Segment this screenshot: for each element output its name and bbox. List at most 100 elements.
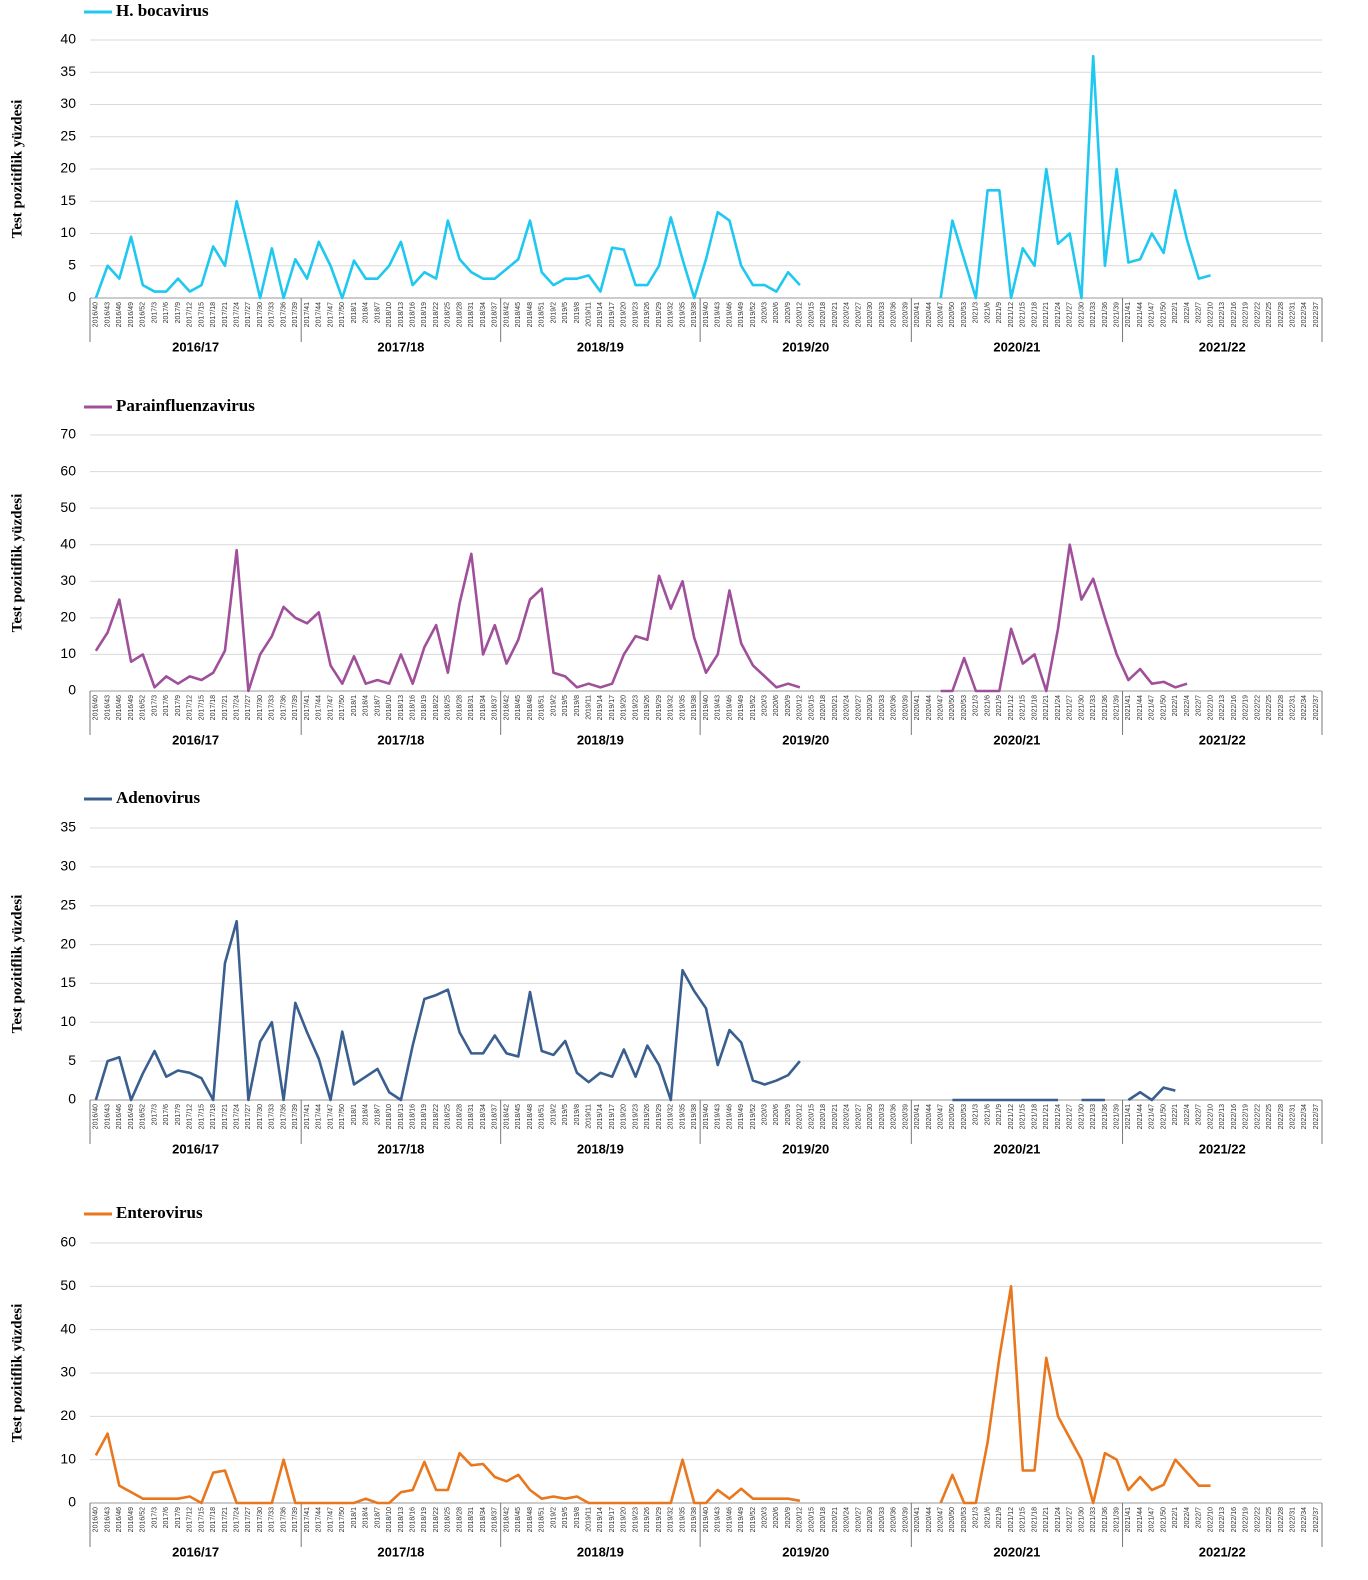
x-tick-label: 2020/18	[820, 695, 827, 720]
legend-label: Enterovirus	[116, 1203, 203, 1222]
y-tick-label: 5	[68, 1052, 76, 1068]
x-tick-label: 2018/1	[351, 1507, 358, 1529]
x-tick-label: 2019/43	[715, 302, 722, 327]
x-tick-label: 2018/10	[386, 1507, 393, 1532]
x-tick-label: 2016/52	[140, 1507, 147, 1532]
x-tick-label: 2017/41	[304, 302, 311, 327]
x-tick-label: 2019/11	[586, 695, 593, 720]
x-tick-label: 2017/50	[339, 695, 346, 720]
x-tick-label: 2022/25	[1266, 695, 1273, 720]
x-tick-label: 2017/27	[245, 695, 252, 720]
x-tick-label: 2018/34	[480, 695, 487, 720]
x-tick-label: 2021/44	[1137, 1507, 1144, 1532]
x-tick-label: 2022/4	[1184, 1104, 1191, 1126]
x-tick-label: 2019/23	[632, 302, 639, 327]
x-tick-label: 2019/14	[597, 1104, 604, 1129]
x-tick-label: 2017/44	[316, 695, 323, 720]
x-tick-label: 2020/39	[902, 1507, 909, 1532]
x-tick-label: 2017/21	[222, 302, 229, 327]
season-label: 2018/19	[577, 1544, 624, 1559]
x-tick-label: 2022/16	[1231, 1507, 1238, 1532]
x-tick-label: 2018/19	[421, 1104, 428, 1129]
x-tick-label: 2018/48	[527, 695, 534, 720]
x-tick-label: 2022/1	[1172, 695, 1179, 717]
x-tick-label: 2018/45	[515, 695, 522, 720]
y-tick-label: 20	[60, 1407, 76, 1423]
x-tick-label: 2018/13	[398, 1507, 405, 1532]
x-tick-label: 2022/1	[1172, 1507, 1179, 1529]
x-tick-label: 2021/21	[1043, 302, 1050, 327]
x-tick-label: 2019/8	[574, 1104, 581, 1126]
x-tick-label: 2020/53	[961, 302, 968, 327]
x-tick-label: 2020/18	[820, 302, 827, 327]
x-tick-label: 2019/2	[550, 1507, 557, 1529]
x-tick-label: 2018/4	[363, 1104, 370, 1126]
x-tick-label: 2019/17	[609, 1507, 616, 1532]
x-tick-label: 2017/30	[257, 1104, 264, 1129]
x-tick-label: 2019/26	[644, 695, 651, 720]
x-tick-label: 2021/44	[1137, 302, 1144, 327]
x-tick-label: 2016/43	[104, 302, 111, 327]
x-tick-label: 2017/12	[187, 1104, 194, 1129]
x-tick-label: 2017/36	[280, 1104, 287, 1129]
x-tick-label: 2022/34	[1301, 695, 1308, 720]
data-line	[94, 543, 1188, 693]
legend-label: H. bocavirus	[116, 1, 209, 20]
x-tick-label: 2018/7	[374, 1104, 381, 1126]
x-tick-label: 2021/9	[996, 302, 1003, 324]
x-tick-label: 2020/50	[949, 302, 956, 327]
y-tick-label: 25	[60, 127, 76, 143]
data-line	[94, 54, 1211, 300]
x-tick-label: 2020/30	[867, 695, 874, 720]
x-tick-label: 2022/4	[1184, 302, 1191, 324]
x-tick-label: 2019/20	[621, 695, 628, 720]
x-tick-label: 2021/41	[1125, 302, 1132, 327]
x-tick-label: 2016/43	[104, 1104, 111, 1129]
x-tick-label: 2017/6	[163, 695, 170, 717]
x-tick-label: 2020/6	[773, 695, 780, 717]
x-tick-label: 2022/37	[1313, 695, 1320, 720]
y-tick-label: 40	[60, 31, 76, 47]
x-tick-label: 2016/52	[140, 695, 147, 720]
x-tick-label: 2019/49	[738, 302, 745, 327]
x-tick-label: 2016/49	[128, 695, 135, 720]
x-tick-label: 2017/41	[304, 1507, 311, 1532]
x-tick-label: 2019/20	[621, 302, 628, 327]
x-tick-label: 2018/37	[492, 1507, 499, 1532]
x-tick-label: 2021/41	[1125, 695, 1132, 720]
x-tick-label: 2017/6	[163, 1104, 170, 1126]
x-tick-label: 2019/52	[750, 302, 757, 327]
y-tick-label: 40	[60, 1320, 76, 1336]
x-tick-label: 2020/44	[926, 1507, 933, 1532]
x-tick-label: 2022/19	[1243, 1104, 1250, 1129]
x-tick-label: 2019/8	[574, 302, 581, 324]
x-tick-label: 2018/22	[433, 695, 440, 720]
season-label: 2019/20	[782, 1141, 829, 1156]
x-tick-label: 2021/30	[1078, 695, 1085, 720]
y-tick-label: 0	[68, 289, 76, 305]
x-tick-label: 2020/27	[855, 302, 862, 327]
x-tick-label: 2019/26	[644, 1507, 651, 1532]
x-tick-label: 2021/6	[984, 1104, 991, 1126]
x-tick-label: 2020/47	[938, 695, 945, 720]
x-tick-label: 2017/24	[234, 1104, 241, 1129]
x-tick-label: 2019/49	[738, 1104, 745, 1129]
x-tick-label: 2020/18	[820, 1507, 827, 1532]
x-tick-label: 2019/43	[715, 695, 722, 720]
x-tick-label: 2017/27	[245, 302, 252, 327]
x-tick-label: 2019/52	[750, 1104, 757, 1129]
x-tick-label: 2019/40	[703, 1507, 710, 1532]
x-tick-label: 2021/21	[1043, 695, 1050, 720]
x-tick-label: 2019/32	[668, 695, 675, 720]
x-tick-label: 2018/31	[468, 302, 475, 327]
x-tick-label: 2021/12	[1008, 1104, 1015, 1129]
x-tick-label: 2017/18	[210, 1104, 217, 1129]
x-tick-label: 2021/47	[1149, 302, 1156, 327]
x-tick-label: 2019/14	[597, 302, 604, 327]
x-tick-label: 2022/22	[1254, 302, 1261, 327]
x-tick-label: 2017/30	[257, 1507, 264, 1532]
x-tick-label: 2016/46	[116, 695, 123, 720]
x-tick-label: 2021/33	[1090, 1507, 1097, 1532]
x-tick-label: 2022/25	[1266, 1104, 1273, 1129]
x-tick-label: 2017/3	[151, 1104, 158, 1126]
